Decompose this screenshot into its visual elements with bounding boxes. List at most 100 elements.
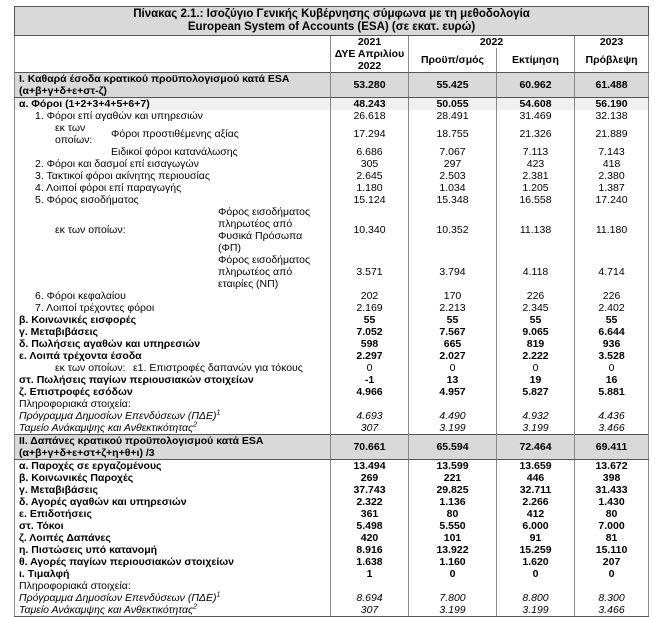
value-cell: 2.266 bbox=[496, 496, 575, 509]
value: 2.380 bbox=[598, 170, 625, 182]
value-cell: 1.638 bbox=[330, 556, 409, 569]
value: 2.645 bbox=[356, 170, 383, 182]
value-cell: 2.222 bbox=[496, 350, 575, 362]
value-cell: 60.962 bbox=[496, 72, 575, 98]
value: 4.118 bbox=[522, 266, 549, 278]
value: 2.381 bbox=[522, 170, 549, 182]
value-cell: 72.464 bbox=[496, 434, 575, 461]
value-cell: 28.491 bbox=[408, 110, 497, 122]
value: 8.916 bbox=[356, 544, 383, 557]
value: 55.425 bbox=[436, 79, 469, 91]
value-cell: 1.160 bbox=[408, 556, 497, 569]
row: Ι. Καθαρά έσοδα κρατικού προϋπολογισμού … bbox=[14, 72, 650, 98]
row-label: 1. Φόροι επί αγαθών και υπηρεσιών bbox=[14, 110, 331, 122]
value-cell: 2.169 bbox=[330, 302, 409, 314]
row: εκ των οποίων: ε1. Επιστροφές δαπανών για… bbox=[14, 362, 650, 375]
value-cell: 6.644 bbox=[573, 326, 650, 338]
row-label: ι. Τιμαλφή bbox=[14, 568, 331, 581]
value: 61.488 bbox=[595, 79, 628, 91]
value-cell: 48.243 bbox=[330, 97, 409, 110]
value-cell: 2.322 bbox=[330, 496, 409, 509]
row-label: η. Πιστώσεις υπό κατανομή bbox=[14, 544, 331, 557]
table-body: Πίνακας 2.1.: Ισοζύγιο Γενικής Κυβέρνηση… bbox=[13, 6, 650, 617]
row: Πληροφοριακά στοιχεία: bbox=[14, 580, 650, 593]
footnote-mark: 1 bbox=[216, 409, 221, 417]
column-header: Πρόβλεψη bbox=[573, 48, 650, 73]
header-empty bbox=[14, 35, 331, 73]
value-cell: 11.180 bbox=[573, 206, 650, 254]
value-cell: 412 bbox=[496, 508, 575, 521]
row: Ειδικοί φόροι κατανάλωσης 6.686 7.067 7.113… bbox=[14, 146, 650, 158]
row-label-text: ε. Λοιπά τρέχοντα έσοδα bbox=[19, 350, 142, 362]
row-label: Ταμείο Ανάκαμψης και Ανθεκτικότητας2 bbox=[14, 604, 331, 617]
value: 7.000 bbox=[598, 520, 625, 533]
value-cell: 269 bbox=[330, 472, 409, 485]
title-cell: Πίνακας 2.1.: Ισοζύγιο Γενικής Κυβέρνηση… bbox=[13, 6, 650, 36]
value: 13.659 bbox=[519, 460, 552, 473]
value-cell: 2.381 bbox=[496, 170, 575, 182]
year: 2023 bbox=[573, 35, 650, 48]
row-label: Φόρος εισοδήματος πληρωτέος από εταιρίες… bbox=[14, 254, 331, 290]
value-cell: 11.138 bbox=[496, 206, 575, 254]
value: 54.608 bbox=[519, 98, 552, 110]
value: 4.957 bbox=[439, 386, 466, 399]
value: 17.294 bbox=[353, 128, 386, 140]
value: 819 bbox=[526, 338, 545, 350]
value: 1.160 bbox=[439, 556, 466, 569]
row-label-text: Πληροφοριακά στοιχεία: bbox=[19, 580, 131, 593]
value-cell: 0 bbox=[408, 568, 497, 581]
row: 2. Φόροι και δασμοί επί εισαγωγών 305 297 4… bbox=[14, 158, 650, 170]
footnote-mark: 1 bbox=[216, 591, 221, 599]
row: Ταμείο Ανάκαμψης και Ανθεκτικότητας2 307 3… bbox=[14, 422, 650, 435]
value: 2.169 bbox=[356, 302, 383, 314]
value: 60.962 bbox=[519, 79, 552, 91]
value: 5.550 bbox=[439, 520, 466, 533]
value-cell: 5.827 bbox=[496, 386, 575, 399]
row-label: α. Φόροι (1+2+3+4+5+6+7) bbox=[14, 97, 331, 110]
value-cell: 5.550 bbox=[408, 520, 497, 533]
row-label-text: Πρόγραμμα Δημοσίων Επενδύσεων (ΠΔΕ) bbox=[19, 410, 217, 423]
column-header: Προϋπ/σμός bbox=[408, 48, 497, 73]
value-cell: 207 bbox=[573, 556, 650, 569]
table-wrap: Πίνακας 2.1.: Ισοζύγιο Γενικής Κυβέρνηση… bbox=[13, 6, 650, 617]
row-label-text: β. Κοινωνικές εισφορές bbox=[19, 314, 137, 326]
row: Φόρος εισοδήματος πληρωτέος από εταιρίες… bbox=[14, 254, 650, 290]
value: 13.672 bbox=[595, 460, 628, 473]
value-cell bbox=[573, 398, 650, 411]
value: 0 bbox=[532, 568, 539, 581]
value: 1.180 bbox=[356, 182, 383, 194]
row-label-text: Φόρος εισοδήματος πληρωτέος από Φυσικά Π… bbox=[218, 206, 311, 254]
value-cell: 936 bbox=[573, 338, 650, 350]
header-row: ΔΥΕ Απριλίου 2022 Προϋπ/σμός Εκτίμηση Πρ… bbox=[15, 48, 650, 73]
value: 4.714 bbox=[598, 266, 625, 278]
row-label: στ. Πωλήσεις παγίων περιουσιακών στοιχεί… bbox=[14, 374, 331, 387]
value: 10.352 bbox=[436, 224, 469, 236]
row-label-text: γ. Μεταβιβάσεις bbox=[19, 326, 98, 338]
row: ε. Επιδοτήσεις 361 80 412 80 bbox=[14, 508, 650, 521]
row-label: Πληροφοριακά στοιχεία: bbox=[14, 580, 331, 593]
value: 7.143 bbox=[598, 146, 625, 158]
value-cell: 446 bbox=[496, 472, 575, 485]
value: 31.433 bbox=[595, 484, 628, 497]
value-cell: 423 bbox=[496, 158, 575, 170]
value: 412 bbox=[526, 508, 545, 521]
value-cell bbox=[330, 580, 409, 593]
value: 3.466 bbox=[598, 604, 625, 617]
row-label: Πληροφοριακά στοιχεία: bbox=[14, 398, 331, 411]
row-label-text: Φόρος εισοδήματος πληρωτέος από εταιρίες… bbox=[218, 254, 311, 290]
row: 3. Τακτικοί φόροι ακίνητης περιουσίας 2.6… bbox=[14, 170, 650, 182]
value-cell: 8.916 bbox=[330, 544, 409, 557]
value-cell bbox=[573, 580, 650, 593]
value-cell: 665 bbox=[408, 338, 497, 350]
value-cell: 29.825 bbox=[408, 484, 497, 497]
row-label-text: ε. Επιδοτήσεις bbox=[19, 508, 92, 521]
value: 226 bbox=[602, 290, 621, 302]
value: -1 bbox=[364, 374, 375, 387]
row-label: 4. Λοιποί φόροι επί παραγωγής bbox=[14, 182, 331, 194]
value-cell: 80 bbox=[573, 508, 650, 521]
value: 3.199 bbox=[522, 604, 549, 617]
value-cell: 65.594 bbox=[408, 434, 497, 461]
value-cell: 3.199 bbox=[496, 422, 575, 435]
row-label-text: 1. Φόροι επί αγαθών και υπηρεσιών bbox=[35, 110, 203, 122]
value: 2.345 bbox=[522, 302, 549, 314]
